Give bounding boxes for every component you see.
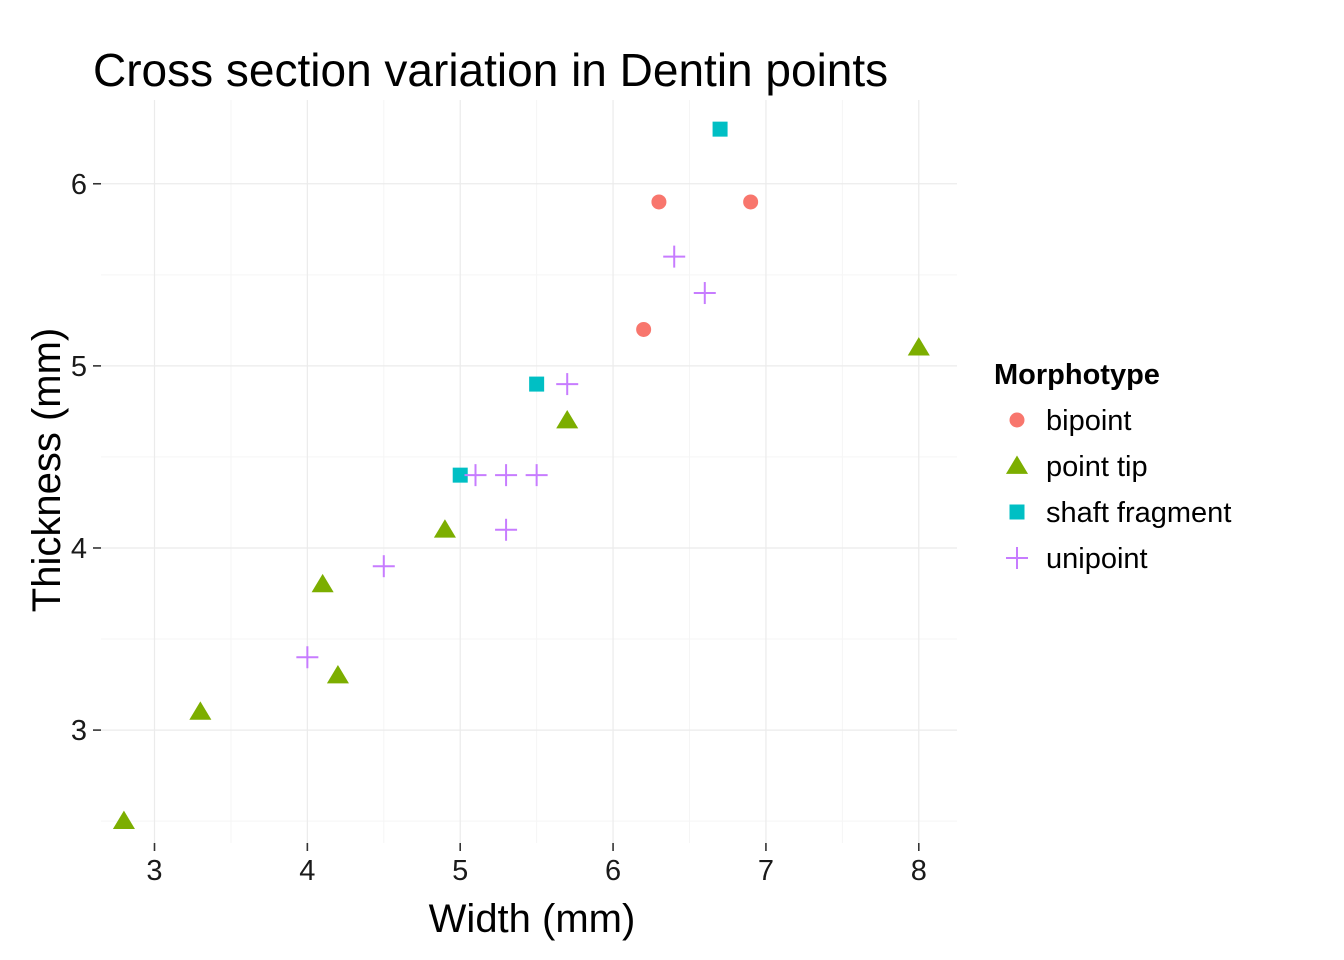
- x-tick-label: 3: [146, 855, 162, 887]
- legend-label-unipoint: unipoint: [1046, 543, 1148, 575]
- legend-title: Morphotype: [994, 359, 1160, 391]
- data-point-unipoint: [693, 282, 716, 305]
- legend: Morphotype bipoint point tip shaft fragmen…: [994, 359, 1231, 575]
- data-point-unipoint: [663, 245, 686, 268]
- x-tick-label: 6: [605, 855, 621, 887]
- y-tick-label: 5: [71, 351, 87, 383]
- x-tick-label: 8: [911, 855, 927, 887]
- x-tick-label: 7: [758, 855, 774, 887]
- data-point-unipoint: [296, 646, 319, 669]
- data-point-unipoint: [372, 555, 395, 578]
- data-point-unipoint: [464, 464, 487, 487]
- data-point-point-tip: [311, 573, 334, 593]
- data-point-unipoint: [525, 464, 548, 487]
- data-point-shaft-fragment: [452, 467, 468, 483]
- data-point-unipoint: [495, 464, 518, 487]
- legend-key-point-tip: [1005, 455, 1029, 474]
- x-tick-label: 5: [452, 855, 468, 887]
- y-tick-label: 4: [71, 533, 87, 565]
- y-axis-label: Thickness (mm): [25, 328, 69, 612]
- data-point-point-tip: [112, 810, 135, 830]
- legend-key-bipoint: [1009, 412, 1025, 428]
- legend-key-unipoint: [1006, 547, 1028, 569]
- legend-label-shaft-fragment: shaft fragment: [1046, 497, 1231, 529]
- x-axis-label: Width (mm): [429, 897, 636, 941]
- legend-label-bipoint: bipoint: [1046, 405, 1131, 437]
- data-point-point-tip: [433, 519, 456, 538]
- data-point-shaft-fragment: [712, 121, 728, 137]
- x-tick-label: 4: [299, 855, 315, 887]
- data-point-point-tip: [326, 664, 349, 684]
- data-point-point-tip: [556, 410, 579, 429]
- grid: [101, 100, 957, 843]
- axes: 3 4 5 6 7 8 3 4 5 6: [71, 169, 927, 887]
- data-point-bipoint: [651, 194, 667, 210]
- y-tick-label: 3: [71, 715, 87, 747]
- data-points: [112, 121, 930, 830]
- data-point-point-tip: [189, 701, 212, 720]
- y-tick-label: 6: [71, 169, 87, 201]
- data-point-unipoint: [556, 373, 579, 396]
- data-point-bipoint: [743, 194, 759, 210]
- data-point-point-tip: [907, 337, 930, 356]
- data-point-bipoint: [636, 321, 652, 337]
- chart-title: Cross section variation in Dentin points: [93, 44, 888, 96]
- legend-key-shaft-fragment: [1009, 504, 1025, 520]
- legend-label-point-tip: point tip: [1046, 451, 1148, 483]
- data-point-shaft-fragment: [529, 376, 545, 392]
- data-point-unipoint: [495, 518, 518, 541]
